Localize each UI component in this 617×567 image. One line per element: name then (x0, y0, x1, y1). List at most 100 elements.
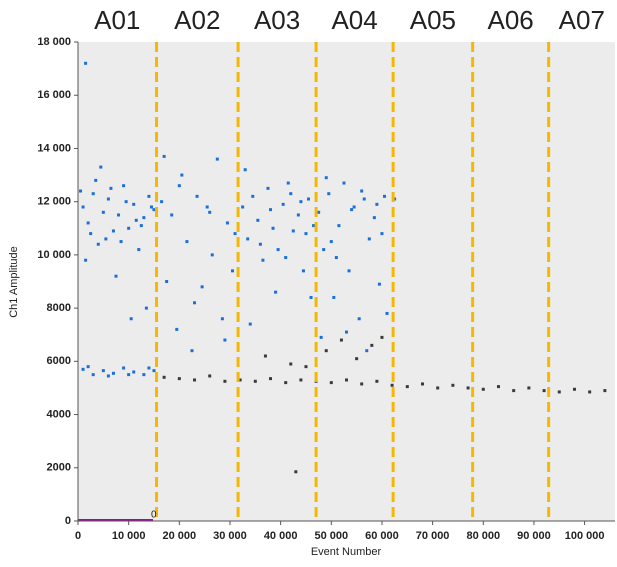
droplet (223, 379, 227, 383)
droplet (375, 202, 379, 206)
droplet (79, 189, 83, 193)
droplet (393, 197, 397, 201)
droplet (101, 210, 105, 214)
droplet (337, 224, 341, 228)
droplet (132, 202, 136, 206)
droplet (248, 322, 252, 326)
droplet (284, 256, 288, 260)
droplet (142, 373, 146, 377)
droplet (345, 378, 348, 382)
droplet (299, 378, 303, 382)
droplet (542, 389, 546, 393)
droplet (572, 387, 576, 391)
droplet (84, 258, 88, 262)
droplet (253, 379, 257, 383)
x-axis-label: Event Number (311, 546, 382, 558)
y-tick-label: 10 000 (37, 249, 71, 261)
droplet (147, 366, 151, 370)
x-tick-label: 20 000 (162, 530, 196, 542)
droplet (377, 282, 381, 286)
droplet (375, 379, 379, 383)
droplet (208, 374, 212, 378)
droplet (355, 357, 359, 361)
droplet (111, 371, 115, 375)
droplet (170, 213, 174, 217)
droplet (251, 194, 255, 198)
well-label: A03 (254, 5, 300, 35)
y-tick-label: 4000 (47, 408, 71, 420)
droplet (304, 232, 308, 236)
droplet (86, 365, 90, 369)
droplet (269, 208, 273, 212)
droplet (177, 184, 181, 188)
droplet (342, 181, 346, 185)
droplet (137, 248, 141, 252)
y-tick-label: 12 000 (37, 196, 71, 208)
y-tick-label: 2000 (47, 462, 71, 474)
droplet (91, 192, 95, 196)
droplet (263, 354, 267, 358)
droplet (86, 221, 90, 225)
well-label: A07 (559, 5, 605, 35)
droplet (101, 369, 105, 373)
droplet (405, 385, 409, 389)
droplet (238, 378, 242, 382)
droplet (96, 242, 100, 246)
droplet (345, 330, 348, 334)
droplet (304, 365, 308, 369)
x-tick-label: 70 000 (416, 530, 450, 542)
droplet (481, 387, 485, 391)
droplet (160, 200, 164, 204)
droplet (360, 189, 364, 193)
droplet (329, 240, 333, 244)
droplet (296, 213, 300, 217)
y-tick-label: 6000 (47, 355, 71, 367)
droplet (317, 210, 321, 214)
droplet (360, 382, 364, 386)
droplet (122, 366, 126, 370)
x-tick-label: 40 000 (264, 530, 298, 542)
y-tick-label: 8000 (47, 302, 71, 314)
well-label: A06 (488, 5, 534, 35)
droplet (175, 327, 179, 331)
well-label: A05 (410, 5, 456, 35)
droplet (276, 248, 280, 252)
droplet (117, 213, 121, 217)
droplet (380, 232, 384, 236)
droplet (324, 176, 328, 180)
droplet (286, 181, 290, 185)
y-tick-label: 16 000 (37, 89, 71, 101)
y-tick-label: 18 000 (37, 36, 71, 48)
droplet (261, 258, 265, 262)
droplet (289, 192, 293, 196)
droplet (512, 389, 516, 393)
x-tick-label: 10 000 (112, 530, 146, 542)
droplet (557, 390, 561, 394)
y-axis-label: Ch1 Amplitude (8, 246, 20, 318)
droplet (225, 221, 229, 225)
droplet (149, 205, 153, 209)
droplet (210, 253, 214, 257)
droplet (362, 197, 366, 201)
droplet (114, 274, 118, 278)
droplet (466, 386, 470, 390)
droplet (122, 184, 126, 188)
droplet (329, 381, 333, 385)
droplet (193, 378, 197, 382)
droplet (301, 269, 305, 273)
droplet (165, 280, 169, 283)
droplet (309, 295, 313, 299)
droplet (370, 343, 374, 347)
droplet (205, 205, 209, 209)
droplet (339, 338, 343, 342)
droplet (347, 269, 351, 273)
droplet (104, 237, 108, 241)
x-tick-label: 80 000 (466, 530, 500, 542)
droplet (258, 242, 262, 246)
droplet (256, 218, 260, 222)
droplet (94, 178, 98, 182)
droplet (246, 237, 250, 241)
droplet (195, 194, 199, 198)
droplet (324, 349, 328, 353)
